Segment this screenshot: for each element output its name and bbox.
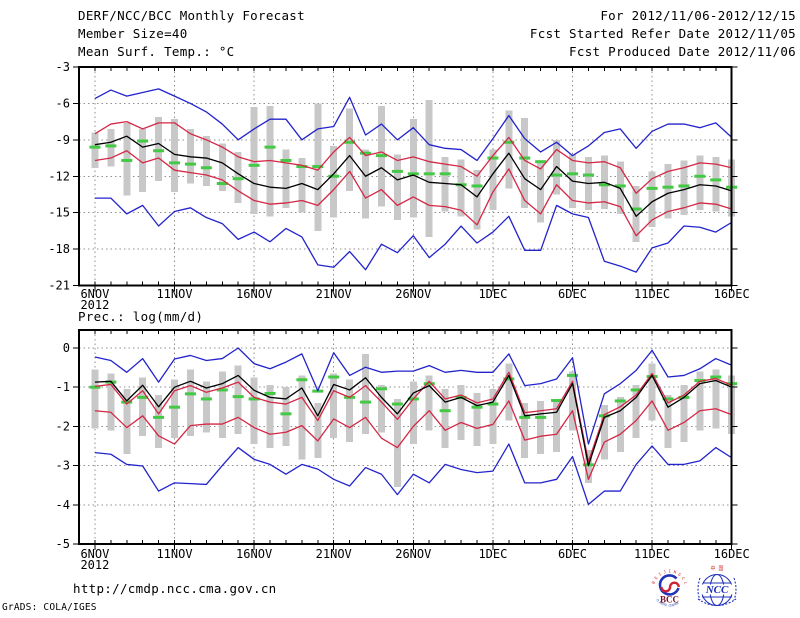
svg-text:-9: -9 bbox=[56, 133, 70, 147]
temp-observation-dashes bbox=[89, 139, 738, 211]
svg-text:-3: -3 bbox=[56, 459, 70, 473]
svg-text:11DEC: 11DEC bbox=[634, 547, 670, 561]
prec-ensemble-min-line bbox=[94, 443, 733, 506]
svg-text:0: 0 bbox=[63, 341, 70, 355]
svg-text:26NOV: 26NOV bbox=[395, 547, 431, 561]
svg-text:6DEC: 6DEC bbox=[558, 287, 587, 301]
ncc-logo: 中 国 NCC bbox=[697, 565, 737, 607]
svg-text:-18: -18 bbox=[48, 242, 70, 256]
bcc-logo: B E I J I N G C L I M A T E BCC CLIMATE … bbox=[647, 566, 689, 608]
svg-text:6NOV: 6NOV bbox=[80, 287, 109, 301]
svg-text:21NOV: 21NOV bbox=[316, 287, 352, 301]
prec-ensemble-mean-line bbox=[94, 374, 732, 467]
page-title: DERF/NCC/BCC Monthly Forecast bbox=[78, 8, 305, 23]
prec-chart: 0 -1 -2 -3 -4 -5 6NOV 11NOV 16NOV 21NOV 26NOV 1DEC 6… bbox=[56, 329, 750, 572]
svg-text:-1: -1 bbox=[56, 380, 70, 394]
forecast-period-label: For 2012/11/06-2012/12/15 bbox=[600, 8, 796, 23]
svg-text:16NOV: 16NOV bbox=[236, 287, 272, 301]
svg-text:16NOV: 16NOV bbox=[236, 547, 272, 561]
prec-axes-frame bbox=[73, 329, 738, 550]
bcc-swirl-red bbox=[660, 581, 680, 593]
svg-text:11NOV: 11NOV bbox=[156, 547, 192, 561]
prec-ensemble-max-line bbox=[94, 347, 732, 445]
svg-text:-6: -6 bbox=[56, 96, 70, 110]
svg-text:16DEC: 16DEC bbox=[714, 287, 750, 301]
svg-text:-12: -12 bbox=[48, 169, 70, 183]
member-size-label: Member Size=40 bbox=[78, 26, 188, 41]
svg-text:21NOV: 21NOV bbox=[316, 547, 352, 561]
svg-text:6NOV: 6NOV bbox=[80, 547, 109, 561]
temp-axes-frame bbox=[73, 66, 738, 292]
temp-upper-spread-line bbox=[94, 120, 732, 194]
svg-text:11NOV: 11NOV bbox=[156, 287, 192, 301]
temp-lower-spread-line bbox=[94, 150, 732, 237]
svg-text:-21: -21 bbox=[48, 279, 70, 293]
prec-lower-spread-line bbox=[94, 400, 732, 480]
svg-text:-2: -2 bbox=[56, 419, 70, 433]
ncc-logo-label: NCC bbox=[705, 584, 729, 596]
temp-chart-title: Mean Surf. Temp.: °C bbox=[78, 44, 235, 59]
svg-text:-5: -5 bbox=[56, 537, 70, 551]
svg-text:2012: 2012 bbox=[80, 558, 109, 572]
temp-tick-labels: -3 -6 -9 -12 -15 -18 -21 6NOV 11NOV 16NOV 21NOV 26N… bbox=[48, 60, 749, 312]
grads-credit: GrADS: COLA/IGES bbox=[2, 602, 97, 613]
svg-text:1DEC: 1DEC bbox=[478, 287, 507, 301]
temp-ensemble-max-line bbox=[94, 88, 733, 162]
prec-upper-spread-line bbox=[94, 371, 732, 463]
svg-text:6DEC: 6DEC bbox=[558, 547, 587, 561]
bcc-logo-label: BCC bbox=[660, 595, 679, 605]
prec-member-spread-bars bbox=[91, 353, 736, 488]
produced-date-label: Fcst Produced Date 2012/11/06 bbox=[569, 44, 796, 59]
refer-date-label: Fcst Started Refer Date 2012/11/05 bbox=[529, 26, 796, 41]
source-url: http://cmdp.ncc.cma.gov.cn bbox=[73, 581, 277, 596]
temp-ensemble-min-line bbox=[94, 197, 733, 273]
svg-text:-4: -4 bbox=[56, 498, 70, 512]
svg-text:1DEC: 1DEC bbox=[478, 547, 507, 561]
temp-chart: -3 -6 -9 -12 -15 -18 -21 6NOV 11NOV 16NOV 21NOV 26N… bbox=[48, 60, 749, 312]
ncc-logo-top-chars: 中 国 bbox=[710, 565, 723, 572]
svg-text:-15: -15 bbox=[48, 206, 70, 220]
prec-chart-title: Prec.: log(mm/d) bbox=[78, 309, 204, 324]
svg-text:-3: -3 bbox=[56, 60, 70, 74]
svg-text:2012: 2012 bbox=[80, 298, 109, 312]
svg-text:16DEC: 16DEC bbox=[714, 547, 750, 561]
svg-text:26NOV: 26NOV bbox=[395, 287, 431, 301]
svg-text:11DEC: 11DEC bbox=[634, 287, 670, 301]
bcc-swirl-blue bbox=[658, 574, 680, 596]
temp-ensemble-mean-line bbox=[94, 135, 732, 217]
prec-tick-labels: 0 -1 -2 -3 -4 -5 6NOV 11NOV 16NOV 21NOV 26NOV 1DEC 6… bbox=[56, 341, 750, 572]
